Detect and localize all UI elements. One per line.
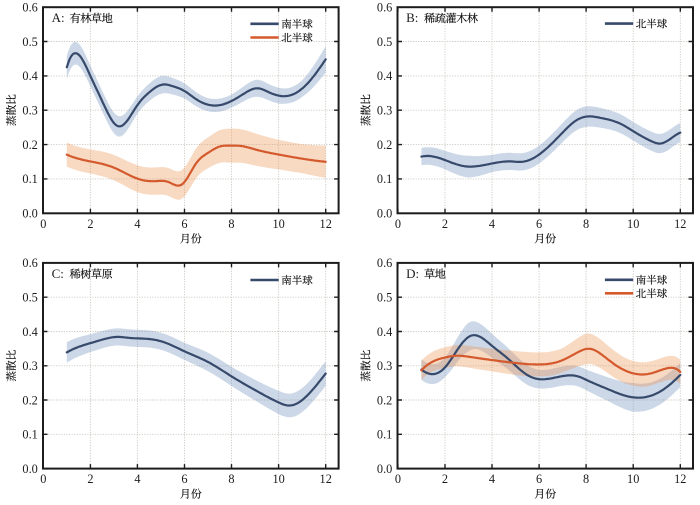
svg-text:0.3: 0.3	[377, 104, 392, 118]
svg-text:0.2: 0.2	[377, 138, 392, 152]
svg-text:10: 10	[272, 217, 284, 231]
svg-text:4: 4	[489, 472, 495, 486]
svg-text:B:: B:	[406, 10, 418, 25]
svg-text:0.2: 0.2	[377, 393, 392, 407]
svg-text:0.6: 0.6	[22, 256, 37, 270]
svg-text:0.5: 0.5	[22, 291, 37, 305]
svg-text:0.1: 0.1	[377, 428, 392, 442]
svg-text:2: 2	[87, 472, 93, 486]
svg-text:0: 0	[40, 217, 46, 231]
svg-text:0.4: 0.4	[22, 325, 37, 339]
svg-text:0.2: 0.2	[22, 393, 37, 407]
svg-text:0.4: 0.4	[22, 69, 37, 83]
svg-text:0.1: 0.1	[22, 428, 37, 442]
svg-text:0.3: 0.3	[22, 359, 37, 373]
svg-text:0.1: 0.1	[377, 172, 392, 186]
svg-text:4: 4	[134, 472, 140, 486]
svg-text:A:: A:	[52, 10, 65, 25]
svg-text:8: 8	[583, 217, 589, 231]
svg-text:0.0: 0.0	[22, 207, 37, 221]
svg-text:D:: D:	[406, 266, 419, 281]
svg-text:0.0: 0.0	[377, 207, 392, 221]
svg-text:0.3: 0.3	[22, 104, 37, 118]
svg-text:12: 12	[674, 217, 686, 231]
svg-text:4: 4	[489, 217, 495, 231]
svg-text:2: 2	[442, 472, 448, 486]
svg-text:6: 6	[181, 472, 187, 486]
svg-text:0.2: 0.2	[22, 138, 37, 152]
svg-text:0: 0	[40, 472, 46, 486]
svg-text:0.0: 0.0	[22, 462, 37, 476]
svg-text:12: 12	[320, 217, 332, 231]
svg-text:0.6: 0.6	[377, 256, 392, 270]
svg-text:10: 10	[272, 472, 284, 486]
svg-text:0.5: 0.5	[377, 35, 392, 49]
svg-text:0.4: 0.4	[377, 325, 392, 339]
svg-text:0.6: 0.6	[22, 1, 37, 15]
svg-text:12: 12	[320, 472, 332, 486]
svg-text:0.4: 0.4	[377, 69, 392, 83]
svg-text:6: 6	[536, 217, 542, 231]
svg-text:C:: C:	[52, 266, 64, 281]
svg-text:2: 2	[442, 217, 448, 231]
svg-text:0.5: 0.5	[377, 291, 392, 305]
svg-text:0.1: 0.1	[22, 172, 37, 186]
svg-text:0.3: 0.3	[377, 359, 392, 373]
svg-text:8: 8	[228, 217, 234, 231]
svg-text:0.5: 0.5	[22, 35, 37, 49]
svg-text:8: 8	[228, 472, 234, 486]
svg-text:8: 8	[583, 472, 589, 486]
svg-text:6: 6	[536, 472, 542, 486]
svg-text:10: 10	[627, 217, 639, 231]
svg-text:10: 10	[627, 472, 639, 486]
svg-text:2: 2	[87, 217, 93, 231]
svg-text:6: 6	[181, 217, 187, 231]
svg-text:0.0: 0.0	[377, 462, 392, 476]
svg-text:4: 4	[134, 217, 140, 231]
svg-text:0: 0	[395, 217, 401, 231]
svg-text:0.6: 0.6	[377, 1, 392, 15]
svg-text:12: 12	[674, 472, 686, 486]
svg-text:0: 0	[395, 472, 401, 486]
